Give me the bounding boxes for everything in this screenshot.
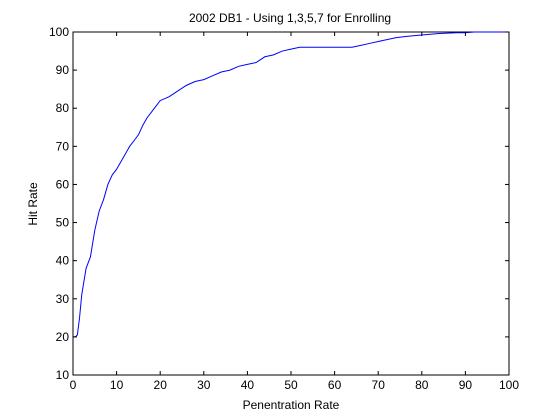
- hit-rate-line: [73, 31, 509, 338]
- x-tick-label: 100: [499, 378, 519, 392]
- y-axis: 10 20 30 40 50 60 70 80 90 100: [49, 25, 509, 382]
- y-tick-label: 20: [56, 330, 70, 344]
- y-tick-label: 50: [56, 216, 70, 230]
- x-tick-label: 50: [284, 378, 298, 392]
- y-tick-label: 100: [49, 25, 69, 39]
- x-axis-title: Penentration Rate: [243, 398, 340, 412]
- y-tick-label: 10: [56, 368, 70, 382]
- x-tick-label: 40: [241, 378, 255, 392]
- y-tick-label: 40: [56, 254, 70, 268]
- y-tick-label: 30: [56, 292, 70, 306]
- plot-area: [72, 31, 510, 376]
- x-tick-label: 10: [110, 378, 124, 392]
- y-tick-label: 80: [56, 101, 70, 115]
- y-tick-label: 60: [56, 177, 70, 191]
- x-tick-label: 80: [415, 378, 429, 392]
- y-tick-label: 90: [56, 63, 70, 77]
- x-axis: 0 10 20 30 40 50 60 70 80 90 100: [70, 32, 519, 392]
- x-tick-label: 0: [70, 378, 77, 392]
- x-tick-label: 30: [197, 378, 211, 392]
- x-tick-label: 20: [154, 378, 168, 392]
- y-axis-title: Hit Rate: [26, 182, 40, 226]
- chart-title: 2002 DB1 - Using 1,3,5,7 for Enrolling: [189, 11, 391, 25]
- x-tick-label: 90: [459, 378, 473, 392]
- y-tick-label: 70: [56, 139, 70, 153]
- axes-box: [72, 31, 510, 376]
- x-tick-label: 70: [372, 378, 386, 392]
- x-tick-label: 60: [328, 378, 342, 392]
